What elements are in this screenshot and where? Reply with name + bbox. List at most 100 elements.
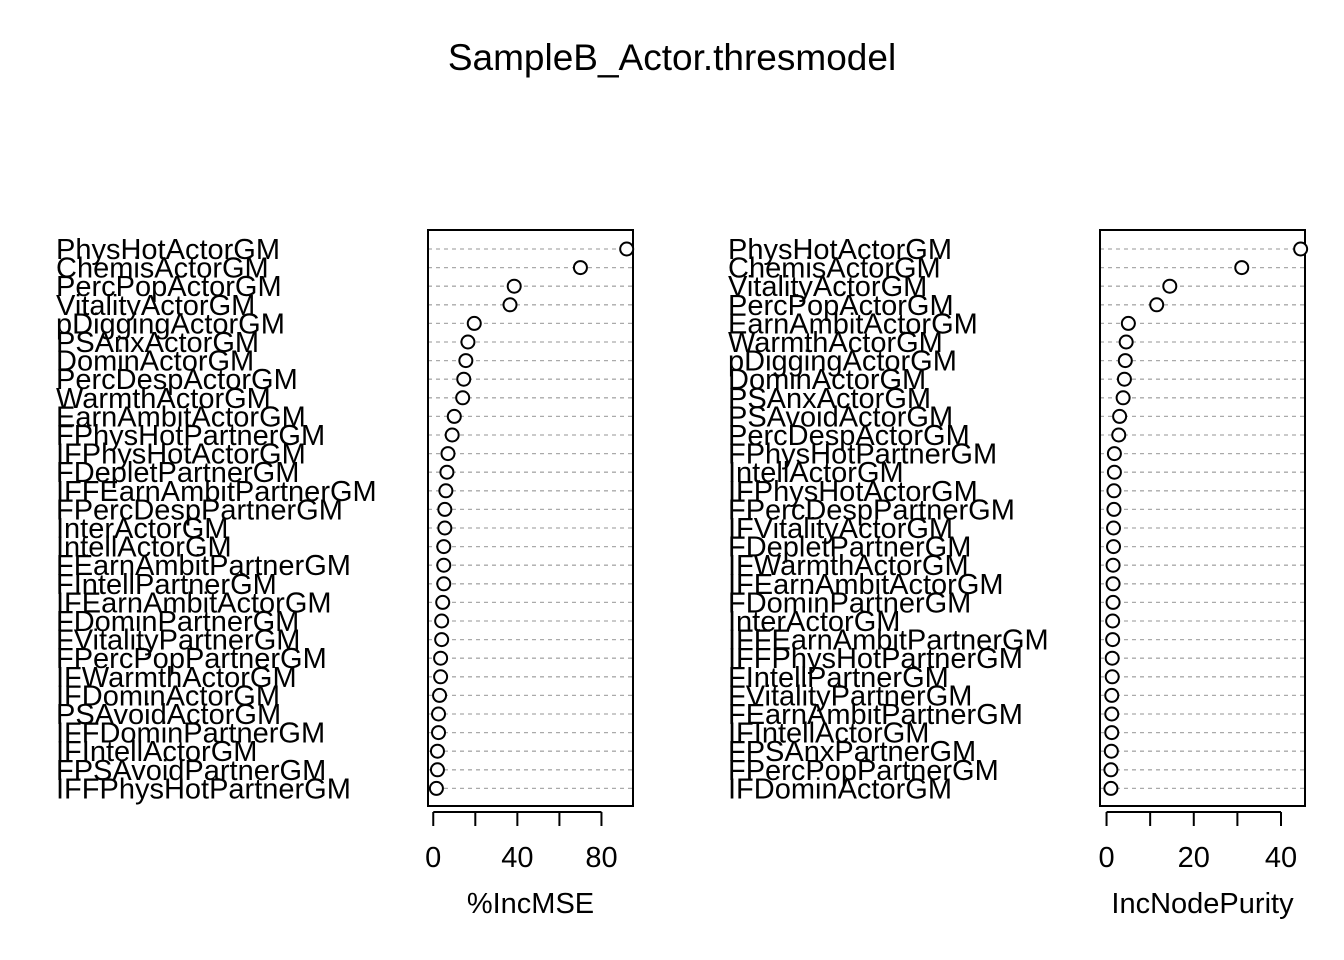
variable-label: IFPhysHotActorGM (728, 476, 978, 508)
variable-label: IFIntellActorGM (56, 736, 257, 768)
variable-label: FDominPartnerGM (728, 587, 971, 619)
data-point (439, 464, 455, 480)
data-point (1105, 594, 1121, 610)
data-point (431, 706, 447, 722)
variable-label: IFDominActorGM (728, 773, 952, 805)
data-point (429, 762, 445, 778)
data-point (1106, 483, 1122, 499)
data-point (440, 446, 456, 462)
data-point (619, 241, 635, 257)
variable-label: FIntellPartnerGM (728, 662, 949, 694)
data-point (435, 594, 451, 610)
variable-label: PercDespActorGM (56, 364, 298, 396)
variable-label: FPhysHotPartnerGM (728, 439, 997, 471)
data-point (1117, 353, 1133, 369)
x-tick-label: 0 (1098, 842, 1114, 874)
variable-label: FVitalityPartnerGM (728, 680, 972, 712)
data-point (1116, 371, 1132, 387)
variable-label: FVitalityPartnerGM (56, 625, 300, 657)
variable-label: FEarnAmbitPartnerGM (56, 550, 351, 582)
x-tick-label: 0 (425, 842, 441, 874)
variable-label: IFVitalityActorGM (728, 513, 953, 545)
x-tick-label: 40 (501, 842, 533, 874)
data-point (1106, 464, 1122, 480)
data-point (437, 501, 453, 517)
variable-label: IFPhysHotActorGM (56, 439, 306, 471)
variable-label: FDominPartnerGM (56, 606, 299, 638)
data-point (502, 297, 518, 313)
data-point (1162, 278, 1178, 294)
data-point (444, 427, 460, 443)
variable-label: PSAnxActorGM (56, 327, 259, 359)
variable-label: FDepletPartnerGM (728, 532, 971, 564)
data-point (434, 613, 450, 629)
data-point (1106, 539, 1122, 555)
data-point (1105, 632, 1121, 648)
plot-frame (427, 229, 634, 807)
x-axis-label: IncNodePurity (1111, 888, 1294, 920)
variable-label: WarmthActorGM (56, 383, 271, 415)
variable-label: IFEarnAmbitActorGM (728, 569, 1004, 601)
data-point (1103, 762, 1119, 778)
data-point (436, 576, 452, 592)
variable-label: IFFPhysHotPartnerGM (728, 643, 1023, 675)
data-point (1104, 650, 1120, 666)
variable-label: IFFPhysHotPartnerGM (56, 773, 351, 805)
data-point (1293, 241, 1309, 257)
data-point (429, 743, 445, 759)
variable-label: FIntellPartnerGM (56, 569, 277, 601)
data-point (438, 483, 454, 499)
data-point (1112, 408, 1128, 424)
x-axis-label: %IncMSE (467, 888, 594, 920)
x-tick-label: 40 (1265, 842, 1297, 874)
variable-label: IFFEarnAmbitPartnerGM (56, 476, 377, 508)
data-point (1104, 725, 1120, 741)
data-point (458, 353, 474, 369)
data-point (1118, 334, 1134, 350)
data-point (433, 650, 449, 666)
variable-label: IFFDominPartnerGM (56, 718, 325, 750)
data-point (446, 408, 462, 424)
data-point (436, 539, 452, 555)
variable-label: FPercDespPartnerGM (56, 494, 343, 526)
variable-label: IFDominActorGM (56, 680, 280, 712)
data-point (456, 371, 472, 387)
variable-label: ChemisActorGM (728, 253, 941, 285)
data-point (466, 315, 482, 331)
data-point (433, 669, 449, 685)
variable-label: EarnAmbitActorGM (728, 308, 978, 340)
data-point (1111, 427, 1127, 443)
data-point (428, 780, 444, 796)
data-point (1115, 390, 1131, 406)
variable-label: PhysHotActorGM (728, 234, 952, 266)
data-point (1104, 669, 1120, 685)
variable-label: FPhysHotPartnerGM (56, 420, 325, 452)
variable-label: IFWarmthActorGM (56, 662, 297, 694)
variable-label: VitalityActorGM (56, 290, 255, 322)
variable-label: VitalityActorGM (728, 271, 927, 303)
panel-incnodepurity: PhysHotActorGMChemisActorGMVitalityActor… (728, 229, 1309, 920)
data-point (1103, 743, 1119, 759)
data-point (1105, 613, 1121, 629)
variable-label: FPercDespPartnerGM (728, 494, 1015, 526)
data-point (431, 725, 447, 741)
variable-label: IFWarmthActorGM (728, 550, 969, 582)
variable-label: PercPopActorGM (728, 290, 954, 322)
variable-label: PSAvoidActorGM (728, 401, 953, 433)
panel-incmse: PhysHotActorGMChemisActorGMPercPopActorG… (56, 229, 635, 920)
variable-label: PSAvoidActorGM (56, 699, 281, 731)
variable-label: DominActorGM (56, 346, 254, 378)
data-point (1106, 520, 1122, 536)
variable-label: pDiggingActorGM (728, 346, 957, 378)
variable-label: DominActorGM (728, 364, 926, 396)
variable-label: PSAnxActorGM (728, 383, 931, 415)
data-point (1104, 706, 1120, 722)
x-tick-label: 80 (585, 842, 617, 874)
variable-label: PercDespActorGM (728, 420, 970, 452)
variable-label: WarmthActorGM (728, 327, 943, 359)
data-point (432, 687, 448, 703)
data-point (1149, 297, 1165, 313)
variable-label: EarnAmbitActorGM (56, 401, 306, 433)
variable-label: IFIntellActorGM (728, 718, 929, 750)
